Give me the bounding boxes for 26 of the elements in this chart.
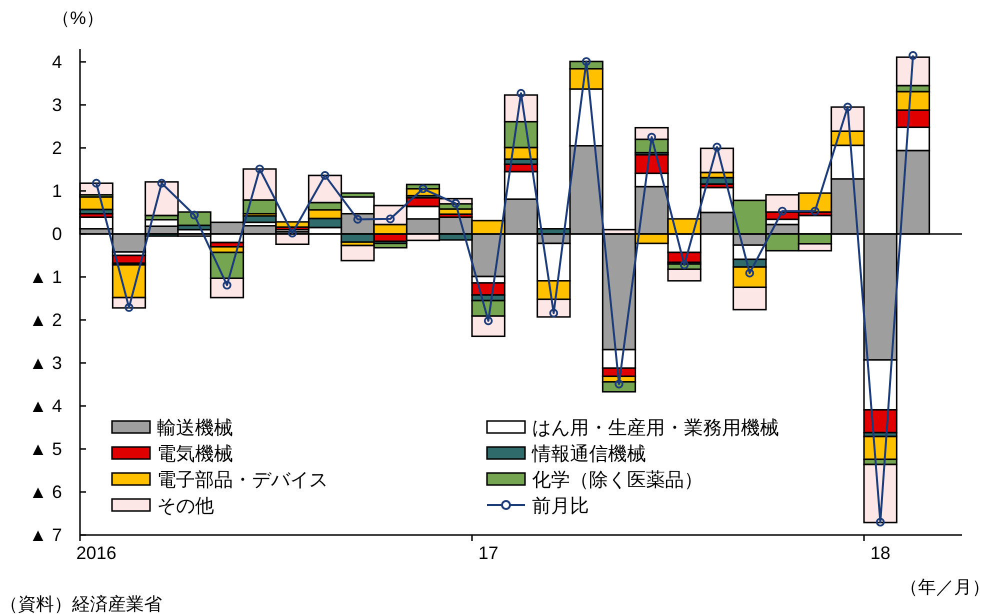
- y-tick-label: ▲ 3: [29, 352, 62, 373]
- legend-label: 化学（除く医薬品）: [532, 470, 703, 491]
- legend-label: 電子部品・デバイス: [157, 469, 328, 491]
- x-tick-label: 2016: [76, 543, 116, 563]
- x-tick-label: 17: [478, 543, 498, 563]
- text: （資料）経済産業省: [0, 594, 162, 614]
- x-tick-label: 18: [870, 543, 890, 563]
- legend-label: 電気機械: [157, 444, 233, 465]
- x-axis-title: （年／月）: [900, 577, 990, 597]
- y-tick-label: ▲ 7: [29, 525, 62, 545]
- y-tick-label: ▲ 2: [29, 310, 62, 330]
- y-tick-label: ▲ 5: [29, 438, 62, 459]
- legend-label: 前月比: [532, 496, 589, 517]
- legend-label: 輸送機械: [157, 418, 233, 439]
- legend-label: はん用・生産用・業務用機械: [532, 417, 779, 439]
- y-tick-label: 0: [52, 224, 62, 244]
- y-tick-label: ▲ 4: [29, 396, 62, 416]
- y-axis-title: （%）: [52, 8, 104, 28]
- y-tick-label: ▲ 6: [29, 482, 62, 502]
- y-tick-label: 4: [52, 52, 62, 72]
- legend-label: その他: [157, 496, 214, 517]
- y-tick-label: 3: [52, 94, 62, 115]
- y-tick-label: 2: [52, 138, 62, 158]
- y-tick-label: 1: [52, 180, 62, 201]
- legend-label: 情報通信機械: [531, 444, 646, 465]
- y-tick-label: ▲ 1: [29, 266, 62, 287]
